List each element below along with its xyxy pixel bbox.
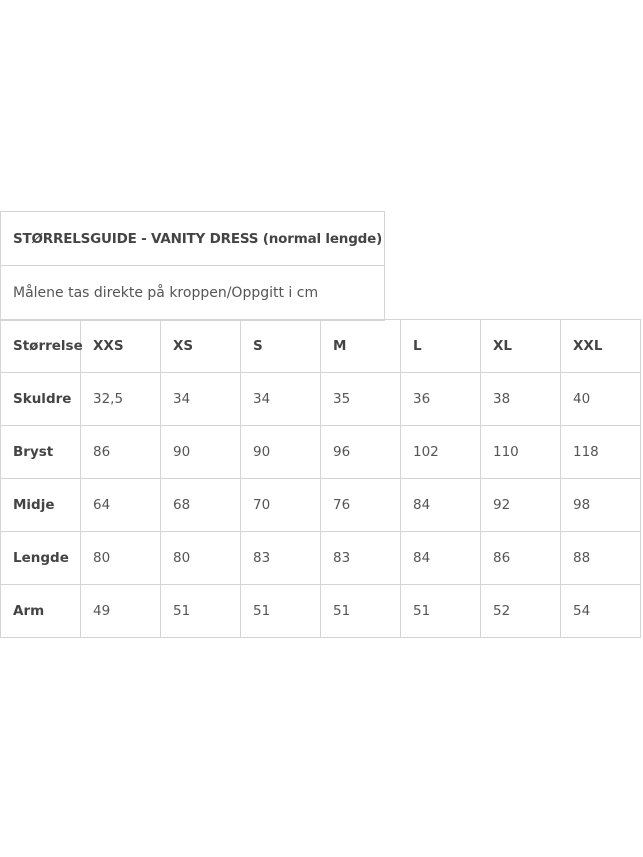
table-cell: 84 xyxy=(400,531,481,585)
column-header: Størrelse xyxy=(0,319,83,373)
table-cell: 118 xyxy=(560,425,641,479)
table-cell: 51 xyxy=(320,584,401,638)
table-cell: 34 xyxy=(240,372,321,426)
table-cell: 68 xyxy=(160,478,241,532)
table-cell: 86 xyxy=(80,425,161,479)
row-label: Skuldre xyxy=(0,372,81,426)
table-cell: 54 xyxy=(560,584,641,638)
table-cell: 83 xyxy=(240,531,321,585)
table-cell: 38 xyxy=(480,372,561,426)
table-row: Bryst 86 90 90 96 102 110 118 xyxy=(0,425,641,479)
table-cell: 102 xyxy=(400,425,481,479)
table-cell: 35 xyxy=(320,372,401,426)
table-cell: 40 xyxy=(560,372,641,426)
table-cell: 76 xyxy=(320,478,401,532)
table-row: Arm 49 51 51 51 51 52 54 xyxy=(0,584,641,638)
column-header: XS xyxy=(160,319,241,373)
table-cell: 80 xyxy=(80,531,161,585)
table-cell: 88 xyxy=(560,531,641,585)
row-label: Midje xyxy=(0,478,81,532)
table-cell: 80 xyxy=(160,531,241,585)
size-table: Størrelse XXS XS S M L XL XXL Skuldre 32,5 34 34 35 3… xyxy=(0,319,641,638)
row-label: Bryst xyxy=(0,425,81,479)
table-cell: 90 xyxy=(160,425,241,479)
table-cell: 83 xyxy=(320,531,401,585)
row-label: Lengde xyxy=(0,531,81,585)
table-row: Skuldre 32,5 34 34 35 36 38 40 xyxy=(0,372,641,426)
table-cell: 36 xyxy=(400,372,481,426)
size-guide-subtitle: Målene tas direkte på kroppen/Oppgitt i … xyxy=(13,285,319,301)
column-header: XL xyxy=(480,319,561,373)
table-header-row: Størrelse XXS XS S M L XL XXL xyxy=(0,319,641,373)
table-cell: 64 xyxy=(80,478,161,532)
table-row: Midje 64 68 70 76 84 92 98 xyxy=(0,478,641,532)
table-cell: 90 xyxy=(240,425,321,479)
column-header: S xyxy=(240,319,321,373)
table-cell: 110 xyxy=(480,425,561,479)
column-header: L xyxy=(400,319,481,373)
table-cell: 49 xyxy=(80,584,161,638)
column-header: M xyxy=(320,319,401,373)
table-cell: 51 xyxy=(240,584,321,638)
table-cell: 98 xyxy=(560,478,641,532)
table-row: Lengde 80 80 83 83 84 86 88 xyxy=(0,531,641,585)
column-header: XXL xyxy=(560,319,641,373)
table-cell: 96 xyxy=(320,425,401,479)
table-cell: 84 xyxy=(400,478,481,532)
table-cell: 70 xyxy=(240,478,321,532)
size-guide-header: STØRRELSGUIDE - VANITY DRESS (normal len… xyxy=(0,211,385,321)
column-header: XXS xyxy=(80,319,161,373)
table-cell: 86 xyxy=(480,531,561,585)
table-cell: 51 xyxy=(400,584,481,638)
table-cell: 52 xyxy=(480,584,561,638)
table-cell: 92 xyxy=(480,478,561,532)
table-cell: 51 xyxy=(160,584,241,638)
table-cell: 34 xyxy=(160,372,241,426)
row-label: Arm xyxy=(0,584,81,638)
table-cell: 32,5 xyxy=(80,372,161,426)
size-guide-title: STØRRELSGUIDE - VANITY DRESS (normal len… xyxy=(1,212,384,266)
